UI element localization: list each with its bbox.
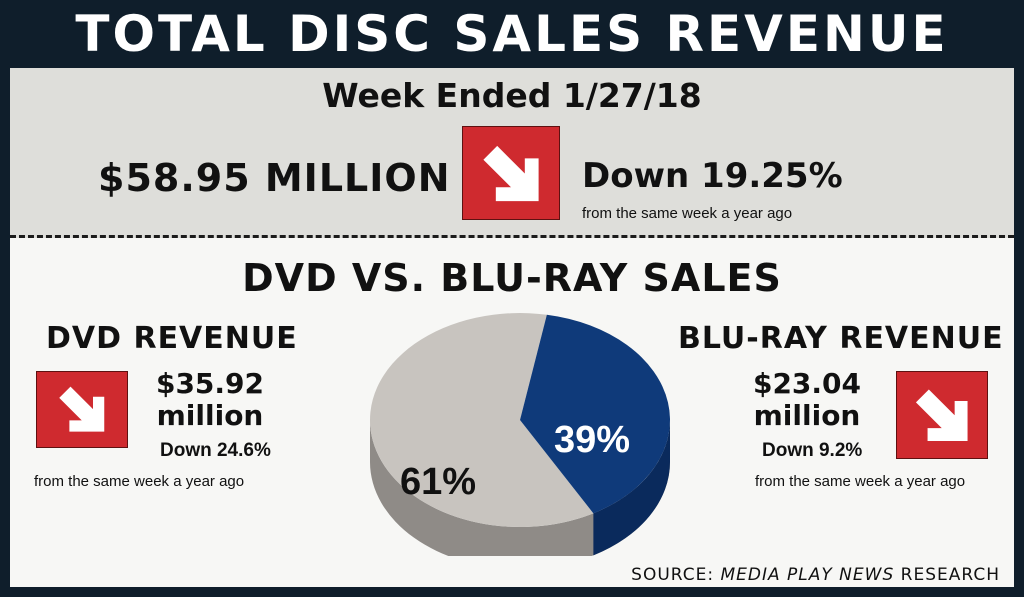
bluray-change-note: from the same week a year ago — [755, 473, 966, 490]
total-revenue: $58.95 MILLION — [98, 156, 451, 200]
section-title: DVD VS. BLU-RAY SALES — [242, 256, 782, 300]
dvd-amount: $35.92 million — [145, 368, 275, 432]
page-title: TOTAL DISC SALES REVENUE — [75, 5, 949, 63]
weekly-summary: Week Ended 1/27/18 $58.95 MILLION Down 1… — [10, 68, 1014, 238]
infographic-panel: Week Ended 1/27/18 $58.95 MILLION Down 1… — [10, 68, 1014, 587]
bluray-change: Down 9.2% — [762, 440, 863, 461]
pie-slice-bluray — [520, 314, 670, 514]
bluray-amount-unit: million — [753, 399, 861, 432]
dvd-change: Down 24.6% — [160, 440, 271, 461]
bluray-heading: BLU-RAY REVENUE — [678, 321, 1004, 356]
down-right-arrow-icon — [462, 126, 560, 220]
bluray-amount: $23.04 million — [742, 368, 872, 432]
pie-slice-dvd — [370, 313, 594, 527]
dvd-amount-value: $35.92 — [155, 367, 265, 400]
pie-label-bluray: 39% — [554, 419, 630, 461]
total-change: Down 19.25% — [582, 156, 843, 196]
pie-side-bluray — [593, 420, 670, 556]
source-name: MEDIA PLAY NEWS — [720, 565, 895, 585]
pie-label-dvd: 61% — [400, 461, 476, 503]
source-credit: SOURCE: MEDIA PLAY NEWS RESEARCH — [631, 565, 1000, 585]
source-prefix: SOURCE: — [631, 565, 721, 585]
pie-chart: 61% 39% — [370, 313, 670, 556]
week-label: Week Ended 1/27/18 — [322, 76, 702, 115]
total-change-note: from the same week a year ago — [582, 205, 793, 222]
down-right-arrow-icon — [36, 371, 128, 448]
dvd-change-note: from the same week a year ago — [34, 473, 245, 490]
down-right-arrow-icon — [896, 371, 988, 459]
bluray-amount-value: $23.04 — [752, 367, 862, 400]
source-suffix: RESEARCH — [894, 565, 1000, 585]
dvd-amount-unit: million — [156, 399, 264, 432]
dvd-heading: DVD REVENUE — [46, 321, 298, 356]
